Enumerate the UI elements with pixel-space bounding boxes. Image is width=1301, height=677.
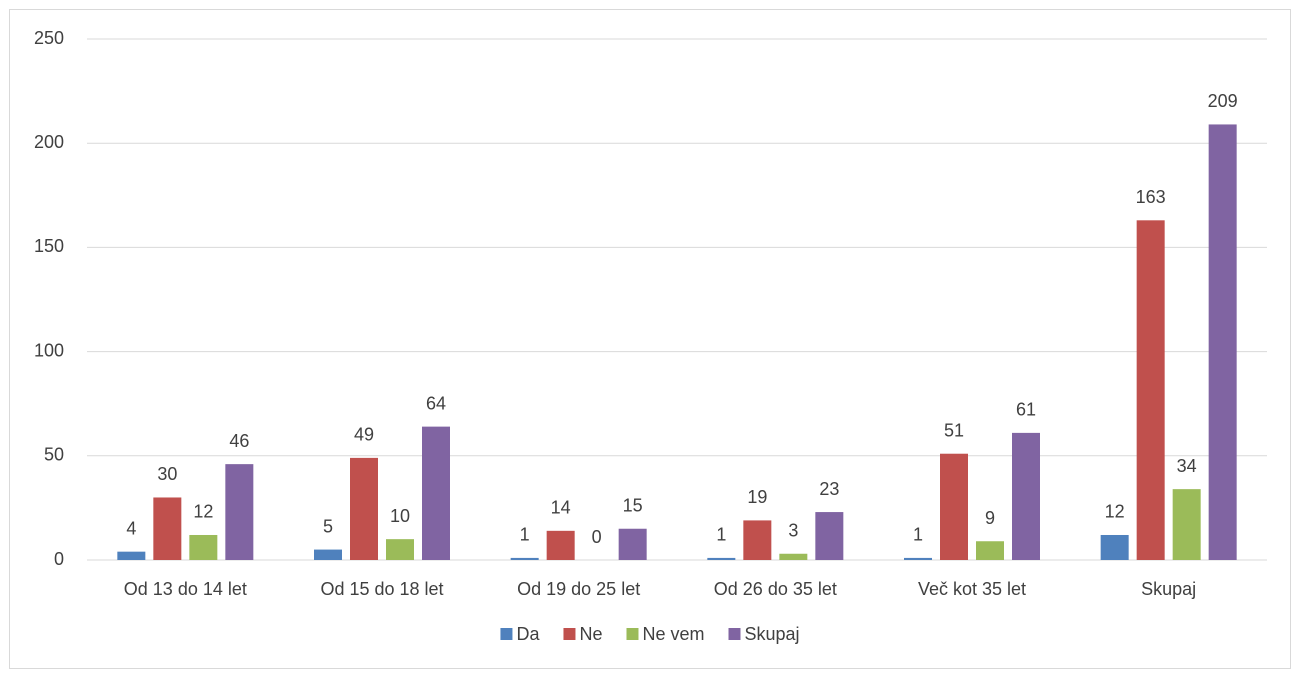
data-label: 12 (193, 502, 213, 522)
data-label: 9 (985, 508, 995, 528)
legend-swatch (728, 628, 741, 640)
bar (815, 512, 844, 560)
data-label: 5 (323, 516, 333, 536)
bar (422, 426, 450, 560)
data-label: 30 (157, 464, 177, 484)
x-tick-label: Od 19 do 25 let (517, 579, 640, 599)
data-label: 14 (551, 498, 571, 518)
legend-label: Skupaj (745, 624, 800, 644)
y-tick-label: 50 (44, 445, 64, 465)
data-label: 64 (426, 393, 446, 413)
chart-border (9, 9, 1291, 669)
data-label: 163 (1136, 187, 1166, 207)
bar (386, 539, 414, 560)
data-label: 12 (1105, 502, 1125, 522)
data-label: 49 (354, 425, 374, 445)
x-tick-label: Od 15 do 18 let (320, 579, 443, 599)
data-label: 209 (1208, 91, 1238, 111)
x-tick-label: Od 26 do 35 let (714, 579, 837, 599)
bar (189, 534, 218, 560)
legend-label: Ne (579, 624, 602, 644)
bar (779, 553, 808, 560)
data-label: 23 (819, 479, 839, 499)
bar (743, 520, 772, 560)
data-label: 51 (944, 420, 964, 440)
y-tick-label: 150 (34, 236, 64, 256)
legend-swatch (500, 628, 513, 640)
legend-label: Ne vem (642, 624, 704, 644)
bar (153, 497, 182, 560)
data-label: 1 (913, 525, 923, 545)
data-label: 1 (716, 525, 726, 545)
bar (1172, 489, 1201, 560)
x-tick-label: Skupaj (1141, 579, 1196, 599)
data-label: 15 (623, 495, 643, 515)
data-label: 4 (126, 518, 136, 538)
bar (904, 557, 932, 560)
bar (707, 557, 736, 560)
bar (225, 464, 254, 560)
data-label: 3 (788, 520, 798, 540)
bar (1100, 534, 1129, 560)
bar (510, 557, 539, 560)
bar (1208, 124, 1237, 560)
bar (314, 549, 342, 560)
y-tick-label: 250 (34, 28, 64, 48)
bar (350, 457, 378, 560)
legend-label: Da (516, 624, 540, 644)
y-tick-label: 200 (34, 132, 64, 152)
bar (1136, 220, 1165, 561)
data-label: 34 (1177, 456, 1197, 476)
x-tick-label: Več kot 35 let (918, 579, 1026, 599)
data-label: 1 (520, 525, 530, 545)
legend-swatch (626, 628, 639, 640)
data-label: 19 (747, 487, 767, 507)
data-label: 10 (390, 506, 410, 526)
legend-swatch (563, 628, 576, 640)
x-tick-label: Od 13 do 14 let (124, 579, 247, 599)
bar (976, 541, 1004, 560)
data-label: 46 (229, 431, 249, 451)
y-tick-label: 100 (34, 340, 64, 360)
data-label: 61 (1016, 400, 1036, 420)
bar (546, 530, 575, 560)
bar (940, 453, 968, 560)
y-tick-label: 0 (54, 549, 64, 569)
data-label: 0 (592, 527, 602, 547)
bar (117, 551, 146, 560)
bar (618, 528, 647, 560)
bar (1012, 432, 1040, 560)
